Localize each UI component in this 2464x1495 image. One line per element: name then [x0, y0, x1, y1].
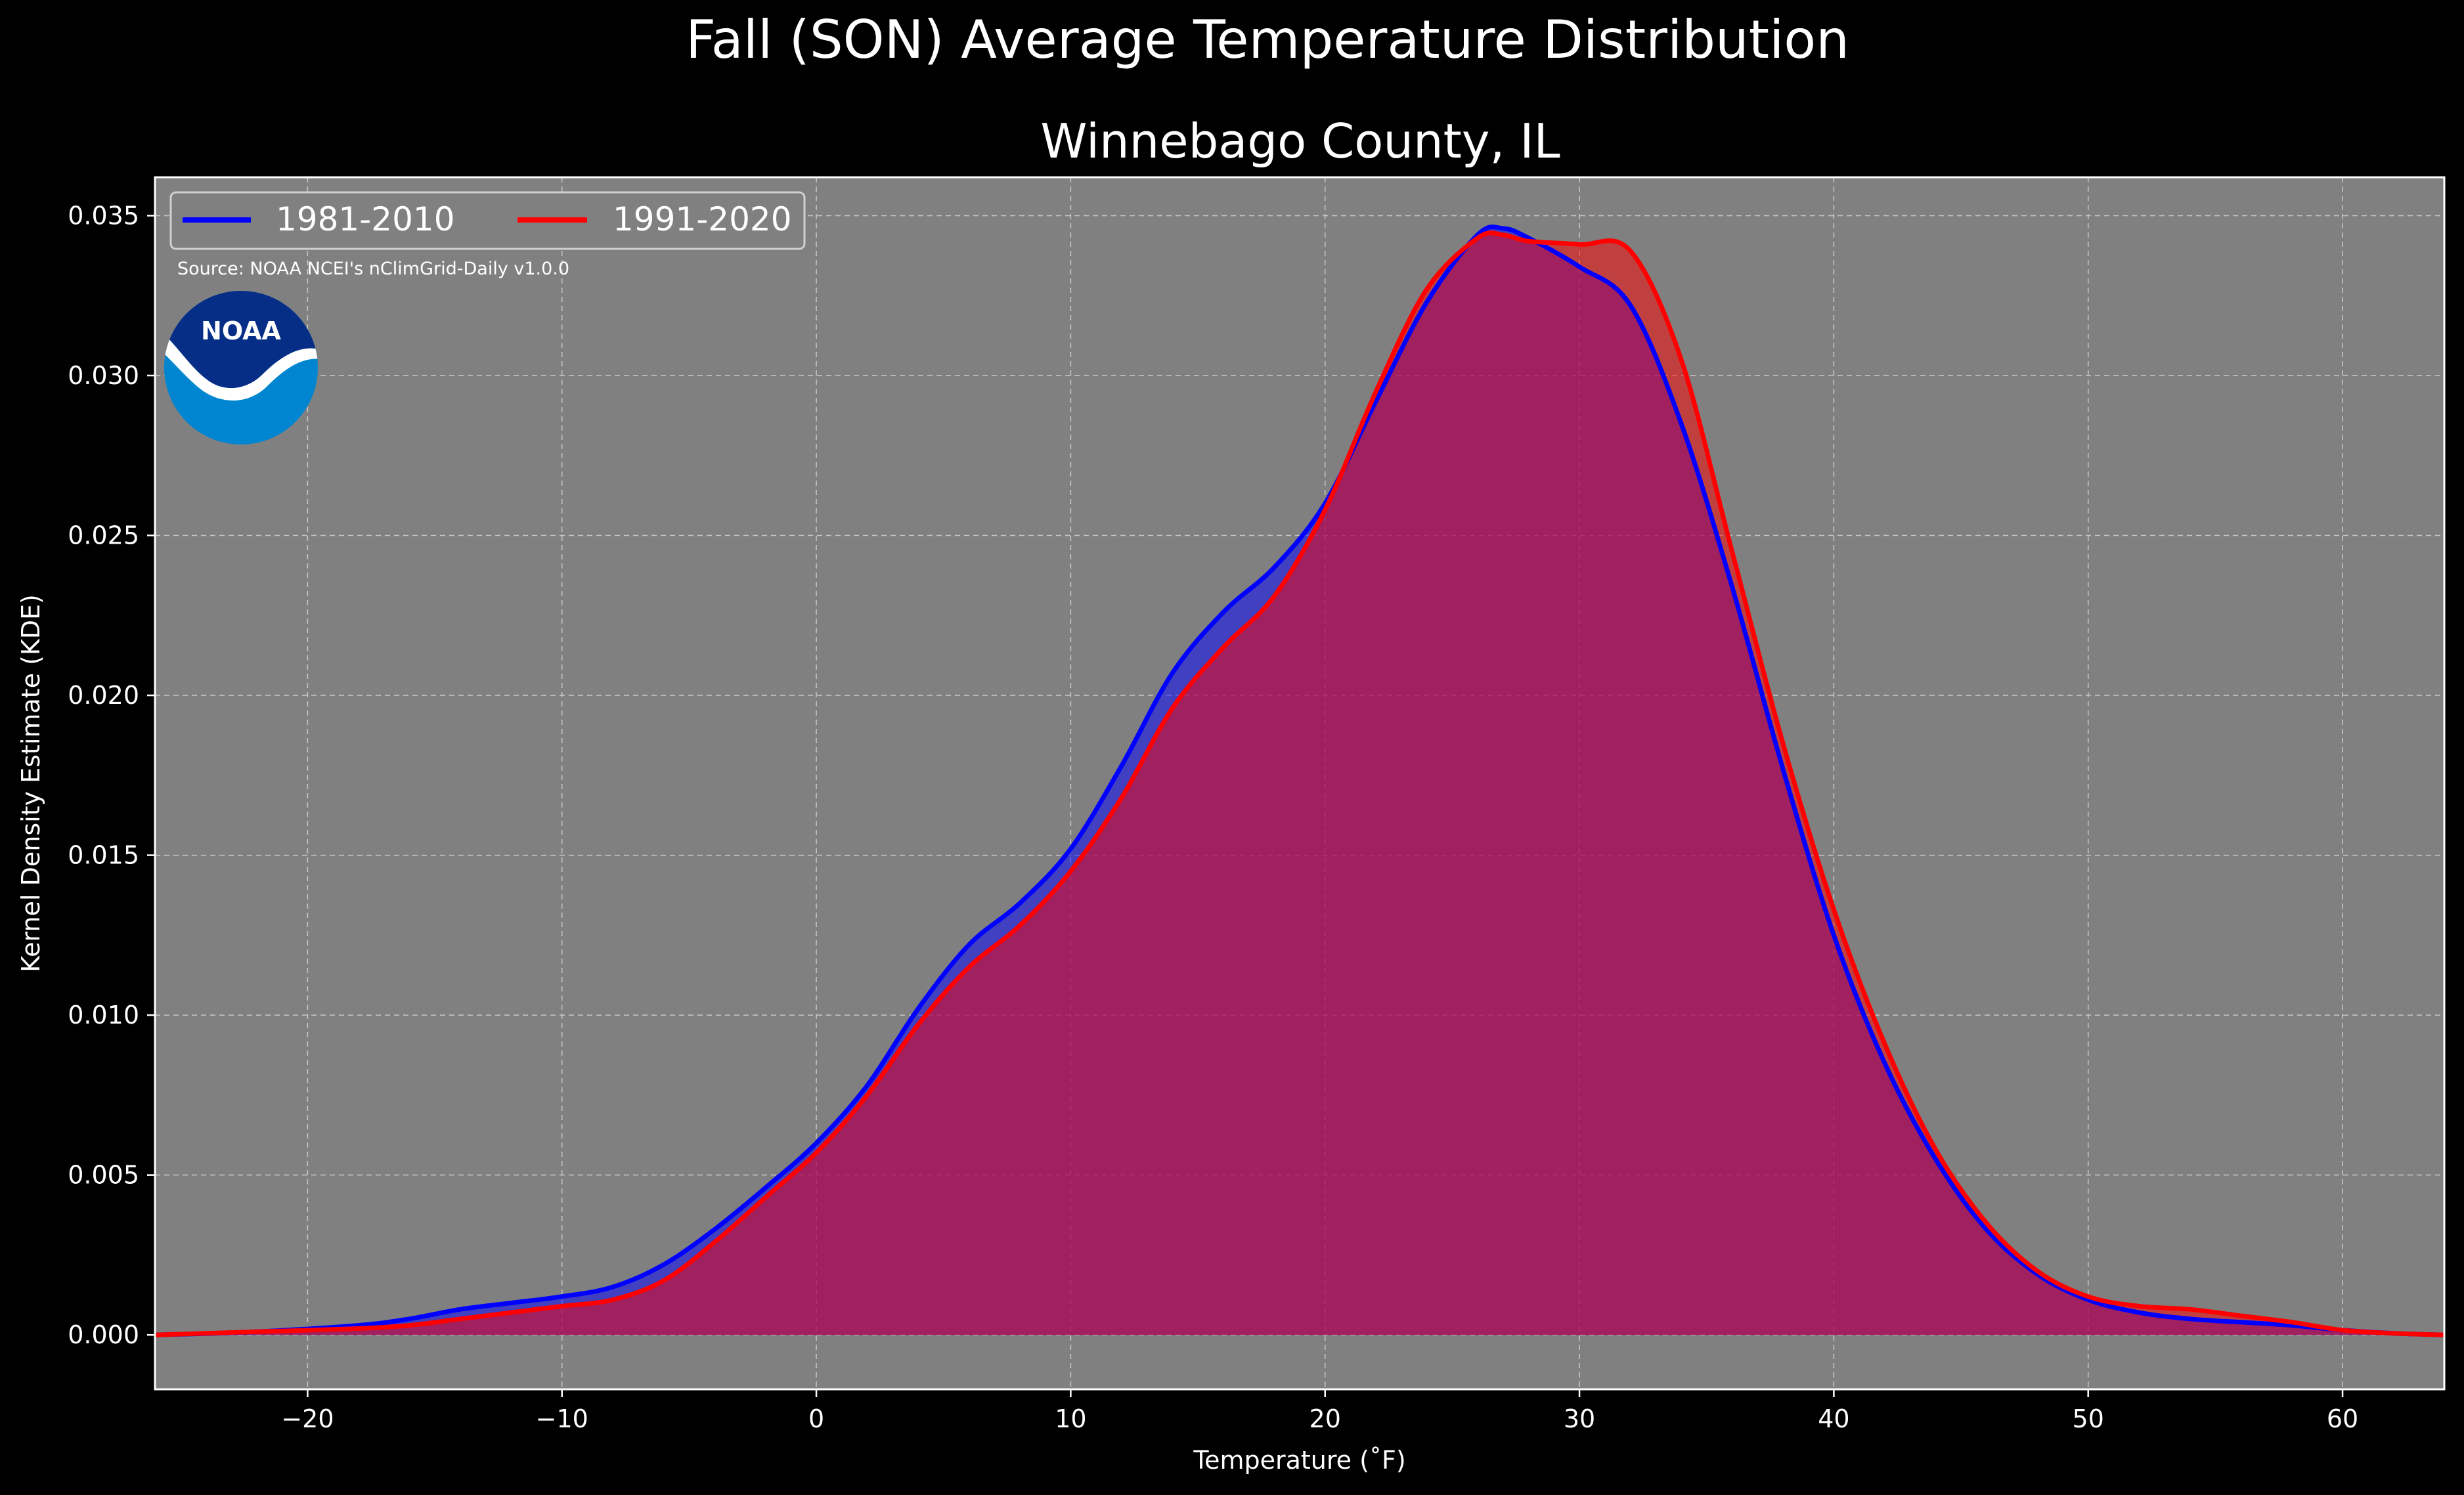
series-lines	[154, 224, 2445, 1337]
y-axis-label: Kernel Density Estimate (KDE)	[16, 594, 45, 972]
x-tick-label: 10	[1055, 1404, 1086, 1433]
y-axis-ticks: 0.000 0.005 0.010 0.015 0.020 0.025 0.030 0.035	[68, 201, 155, 1349]
x-tick-label: 60	[2327, 1404, 2358, 1433]
series-fills	[155, 227, 2444, 1335]
chart-subtitle: Winnebago County, IL	[1040, 114, 1560, 169]
legend-box	[169, 191, 806, 250]
x-tick-label: 0	[808, 1404, 824, 1433]
plot-area	[154, 176, 2446, 1391]
y-tick-label: 0.005	[68, 1161, 139, 1190]
source-note: Source: NOAA NCEI's nClimGrid-Daily v1.0…	[177, 259, 569, 279]
y-tick-label: 0.025	[68, 521, 139, 550]
y-tick-label: 0.015	[68, 841, 139, 870]
series-fill-1991-2020	[155, 232, 2444, 1335]
x-tick-label: 40	[1818, 1404, 1849, 1433]
y-tick-label: 0.000	[68, 1320, 139, 1349]
x-tick-label: 30	[1564, 1404, 1595, 1433]
plot-frame	[154, 176, 2446, 1391]
legend-label-1981-2010: 1981-2010	[276, 200, 455, 238]
legend-label-1991-2020: 1991-2020	[613, 200, 792, 238]
x-axis-label: Temperature (˚F)	[1193, 1446, 1405, 1475]
legend: 1981-2010 1991-2020	[169, 191, 806, 250]
series-line-1991-2020	[154, 230, 2445, 1337]
chart-title: Fall (SON) Average Temperature Distribut…	[686, 9, 1849, 70]
x-axis-ticks: −20 −10 0 10 20 30 40 50 60	[281, 1389, 2358, 1433]
series-line-1981-2010	[154, 224, 2445, 1337]
y-tick-label: 0.030	[68, 361, 139, 390]
x-tick-label: 20	[1309, 1404, 1341, 1433]
noaa-logo: NOAA	[164, 291, 318, 444]
y-tick-label: 0.010	[68, 1001, 139, 1029]
y-tick-label: 0.020	[68, 681, 139, 710]
x-tick-label: −20	[281, 1404, 334, 1433]
x-tick-label: 50	[2073, 1404, 2104, 1433]
logo-text: NOAA	[201, 316, 281, 345]
x-tick-label: −10	[536, 1404, 588, 1433]
y-tick-label: 0.035	[68, 201, 139, 230]
